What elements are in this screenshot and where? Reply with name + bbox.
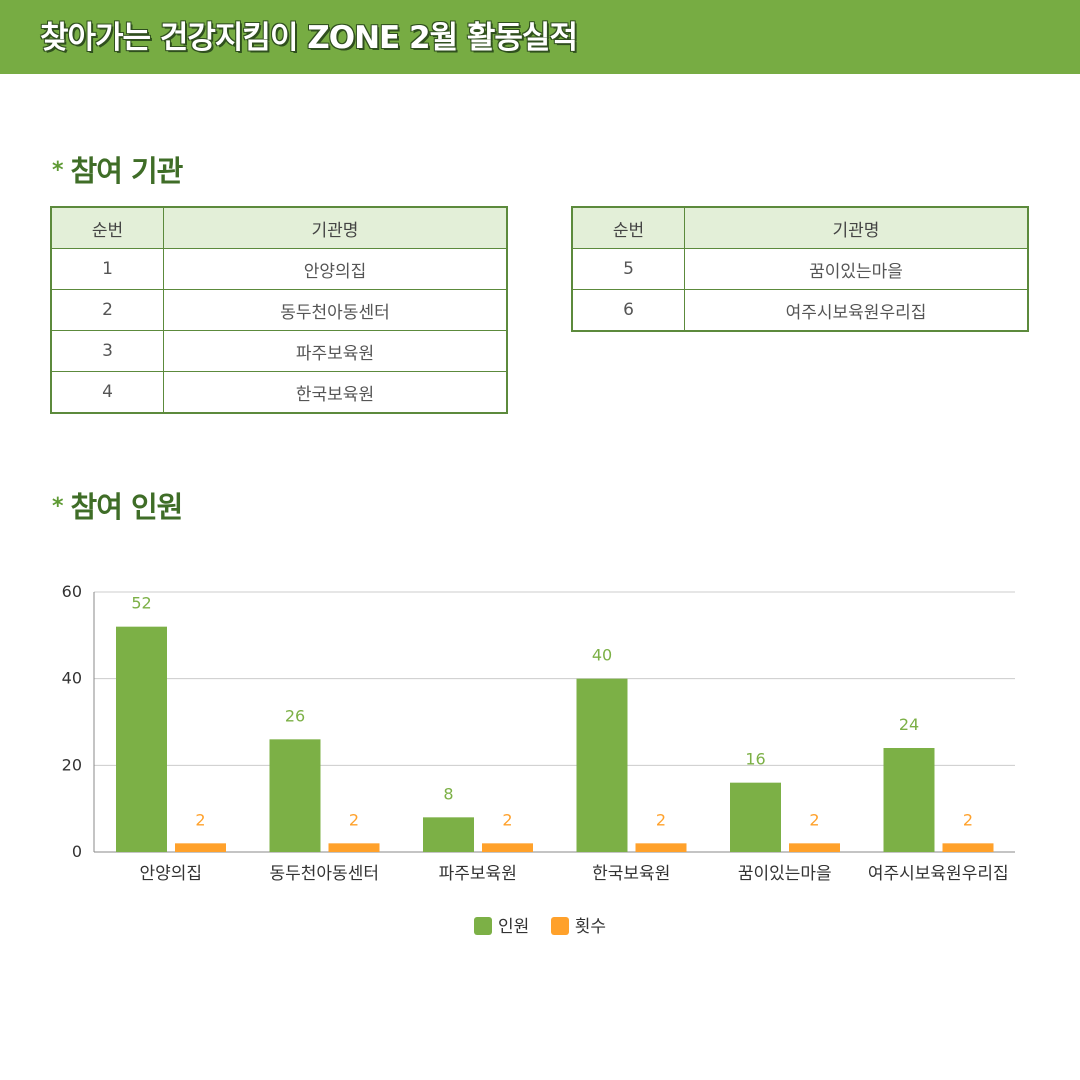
row-number: 2 [51,289,164,331]
participants-bar-chart: 0 20 40 60 52 2 안양의집 26 2 동두천아동센터 8 2 파주보육원 40 2 한국보육원 1… [62,582,1015,884]
bar-people [730,782,781,852]
y-tick-label: 0 [72,842,82,861]
bar-people [883,748,935,852]
institutions-table-left: 순번 기관명 1 안양의집 2 동두천아동센터 3 파주보육원 4 한국보육원 [50,206,508,414]
bar-people [116,626,167,852]
table-row: 1 안양의집 [51,248,507,290]
legend-swatch-people [474,917,493,935]
bar-count [942,843,994,852]
table-row: 5 꿈이있는마을 [572,248,1028,290]
data-label: 40 [592,646,612,665]
row-number: 3 [51,330,164,372]
legend-item-count: 횟수 [550,912,606,937]
x-tick-label: 꿈이있는마을 [738,864,832,884]
column-header-name: 기관명 [163,207,507,249]
bar-count [789,843,840,852]
row-name: 꿈이있는마을 [684,248,1028,290]
bar-count [635,843,687,852]
x-tick-label: 한국보육원 [592,864,670,884]
row-name: 동두천아동센터 [163,289,507,331]
row-name: 파주보육원 [163,330,507,372]
y-tick-label: 20 [62,755,82,774]
data-label: 2 [809,810,819,829]
table-row: 4 한국보육원 [51,371,507,414]
row-name: 여주시보육원우리집 [684,289,1028,332]
data-label: 26 [285,706,305,725]
table-row: 2 동두천아동센터 [51,289,507,331]
legend-swatch-count [550,917,569,935]
row-number: 4 [51,371,164,414]
row-name: 안양의집 [163,248,507,290]
participants-title: 참여 인원 [70,490,184,524]
x-tick-label: 동두천아동센터 [270,864,379,884]
y-tick-label: 40 [62,669,82,688]
bar-count [175,843,226,852]
legend-label-people: 인원 [498,917,530,937]
table-row: 3 파주보육원 [51,330,507,372]
data-label: 2 [195,810,205,829]
column-header-number: 순번 [51,207,164,249]
institutions-title: 참여 기관 [70,154,184,188]
x-tick-label: 안양의집 [139,864,202,884]
bar-people [423,817,474,852]
data-label: 2 [349,810,359,829]
y-tick-label: 60 [62,582,82,601]
institutions-table-right: 순번 기관명 5 꿈이있는마을 6 여주시보육원우리집 [571,206,1029,332]
bar-people [269,739,321,852]
bar-count [328,843,380,852]
data-label: 8 [443,784,453,803]
section-title-institutions: * 참여 기관 [52,148,184,190]
bar-people [576,678,628,852]
chart-legend: 인원 횟수 [0,912,1080,937]
legend-item-people: 인원 [474,912,529,937]
legend-label-count: 횟수 [574,917,606,937]
data-label: 2 [963,810,973,829]
bar-count [482,843,533,852]
section-title-participants: * 참여 인원 [52,484,184,526]
data-label: 24 [899,715,919,734]
asterisk-icon: * [52,158,63,183]
data-label: 16 [745,750,765,769]
page-title: 찾아가는 건강지킴이 ZONE 2월 활동실적 [40,20,578,56]
row-name: 한국보육원 [163,371,507,414]
column-header-name: 기관명 [684,207,1028,249]
x-tick-label: 여주시보육원우리집 [868,864,1009,884]
data-label: 52 [131,594,151,613]
row-number: 5 [572,248,685,290]
table-row: 6 여주시보육원우리집 [572,289,1028,332]
data-label: 2 [656,810,666,829]
asterisk-icon: * [52,494,63,519]
column-header-number: 순번 [572,207,685,249]
x-tick-label: 파주보육원 [439,864,517,884]
header-banner: 찾아가는 건강지킴이 ZONE 2월 활동실적 [0,0,1080,74]
row-number: 6 [572,289,685,332]
data-label: 2 [502,810,512,829]
row-number: 1 [51,248,164,290]
